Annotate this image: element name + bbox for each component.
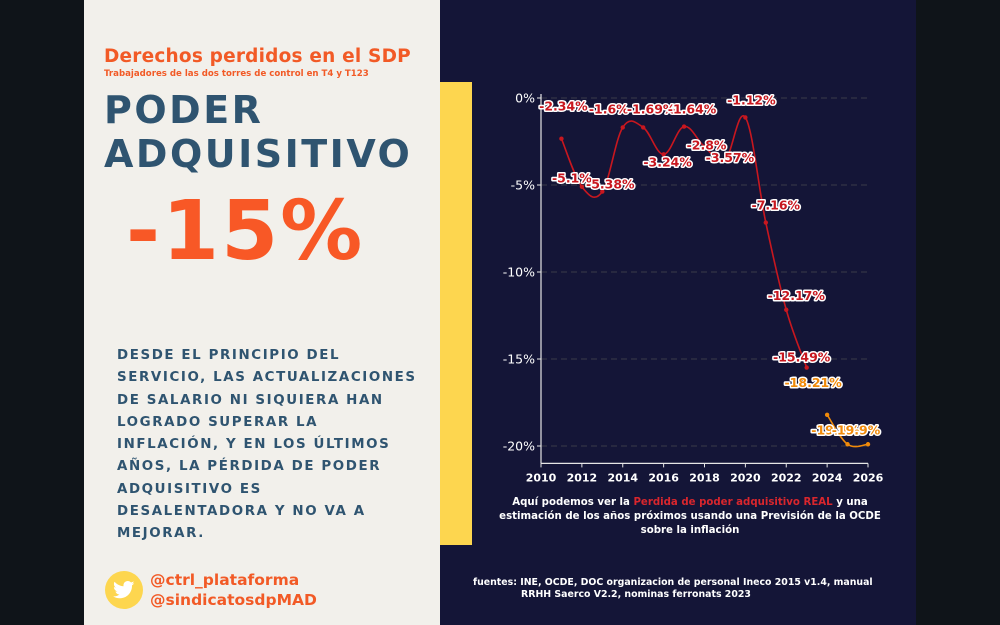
kicker-subheading: Trabajadores de las dos torres de contro… (104, 69, 369, 79)
sources-line-2: RRHH Saerco V2.2, nominas ferronats 2023 (521, 588, 751, 600)
x-tick-label: 2022 (771, 471, 802, 484)
data-label: -5.38% (586, 177, 635, 192)
data-label: -1.12% (727, 92, 776, 107)
data-label: -1.69% (627, 101, 676, 116)
data-label: -3.24% (643, 154, 692, 169)
y-tick-label: -5% (511, 178, 535, 193)
chart-panel (440, 0, 916, 625)
data-label: -7.16% (752, 198, 801, 213)
data-point (804, 365, 809, 370)
x-tick-label: 2024 (812, 471, 843, 484)
x-tick-label: 2026 (853, 471, 884, 484)
grid-lines (541, 97, 868, 447)
handle-sindicatosdp[interactable]: @sindicatosdpMAD (150, 591, 317, 609)
data-point (824, 412, 830, 418)
data-label: -1.6% (589, 101, 629, 116)
kicker-heading: Derechos perdidos en el SDP (104, 46, 411, 67)
data-point (620, 125, 625, 130)
body-paragraph: DESDE EL PRINCIPIO DEL SERVICIO, LAS ACT… (117, 348, 417, 542)
data-point (784, 307, 789, 312)
caption-highlight: Perdida de poder adquisitivo REAL (633, 497, 833, 508)
x-tick-label: 2016 (648, 471, 679, 484)
data-label: -2.8% (687, 138, 727, 153)
sources-line-1: fuentes: INE, OCDE, DOC organizacion de … (473, 577, 873, 588)
social-handles: @ctrl_plataforma @sindicatosdpMAD (150, 570, 317, 610)
x-tick-label: 2010 (526, 471, 557, 484)
left-panel (84, 0, 440, 625)
data-point (722, 157, 728, 163)
twitter-bird-glyph (113, 581, 135, 599)
x-tick-label: 2012 (567, 471, 598, 484)
caption-before: Aquí podemos ver la (512, 497, 634, 508)
headline-percentage: -15% (126, 184, 365, 279)
twitter-icon[interactable] (105, 571, 143, 609)
y-axis-ticks: 0% -5% -10% -15% -20% (503, 91, 541, 454)
data-point (600, 189, 605, 194)
title-line-1: PODER (104, 88, 264, 132)
data-label: -1.64% (668, 102, 717, 117)
data-labels-group: -2.34% -5.1%-5.38% -1.6%-1.69% -3.24% -1.64%… (538, 91, 883, 439)
chart-caption: Aquí podemos ver la Perdida de poder adq… (490, 496, 890, 538)
data-label: -18.21% (784, 375, 842, 390)
data-point (559, 136, 564, 141)
x-axis-ticks: 2010 2012 2014 2016 2018 2020 2022 2024 2026 (526, 463, 884, 484)
data-point (865, 442, 871, 447)
data-point (763, 220, 769, 225)
x-tick-label: 2020 (730, 471, 761, 484)
data-point (640, 125, 646, 130)
handle-ctrl-plataforma[interactable]: @ctrl_plataforma (150, 571, 300, 589)
title-line-2: ADQUISITIVO (104, 132, 413, 176)
sources-note: fuentes: INE, OCDE, DOC organizacion de … (473, 577, 913, 600)
data-label: -3.57% (706, 150, 755, 165)
x-tick-label: 2018 (689, 471, 720, 484)
data-point (702, 144, 707, 149)
caption-after: y una estimación de los años próximos us… (499, 497, 881, 536)
y-tick-label: -20% (503, 439, 535, 454)
data-point (661, 152, 666, 157)
data-label: -19.9% (832, 422, 881, 437)
data-point (579, 184, 585, 189)
x-tick-label: 2014 (607, 471, 638, 484)
data-label: -15.49% (773, 350, 831, 365)
data-label: -5.1% (552, 171, 592, 186)
data-point (743, 115, 748, 120)
data-label: -12.17% (768, 288, 826, 303)
data-label: -19.9% (811, 422, 860, 437)
data-label: -2.34% (539, 99, 588, 114)
series-group (559, 115, 871, 448)
accent-bar (440, 82, 472, 545)
y-tick-label: 0% (515, 91, 535, 106)
y-tick-label: -15% (503, 352, 535, 367)
page-title: PODER ADQUISITIVO (104, 88, 412, 176)
y-tick-label: -10% (503, 265, 535, 280)
data-point (845, 442, 850, 447)
data-point (681, 124, 687, 129)
